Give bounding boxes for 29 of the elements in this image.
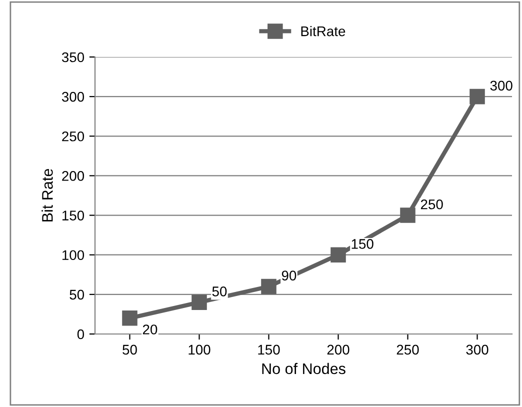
annotation: 50 (212, 286, 227, 296)
x-tick-label: 200 (327, 344, 350, 355)
x-tick-label: 250 (396, 344, 419, 355)
y-tick-label: 250 (62, 131, 84, 142)
y-tick-label: 100 (62, 250, 84, 260)
x-tick-label: 150 (258, 344, 280, 355)
y-tick-label: 200 (62, 171, 84, 181)
y-tick-label: 50 (70, 290, 84, 300)
annotation: 300 (490, 80, 512, 91)
y-tick-label: 350 (62, 52, 84, 62)
x-tick-label: 300 (466, 344, 488, 355)
y-tick-label: 300 (62, 92, 84, 102)
y-tick-label: 0 (77, 329, 84, 340)
point (330, 247, 346, 262)
annotation: 150 (352, 239, 374, 249)
x-axis-title: No of Nodes (262, 362, 346, 374)
point (400, 208, 416, 223)
x-tick-label: 100 (188, 344, 210, 355)
annotation: 90 (282, 270, 296, 281)
y-tick-label: 150 (62, 210, 84, 220)
point (122, 310, 138, 326)
legend-label: BitRate (301, 26, 346, 36)
y-axis-title: Bit Rate (42, 169, 53, 222)
x-tick-label: 50 (122, 344, 137, 355)
point (261, 278, 276, 294)
point (192, 294, 207, 310)
annotation: 20 (142, 324, 158, 334)
point (470, 88, 485, 104)
annotation: 250 (420, 199, 443, 210)
